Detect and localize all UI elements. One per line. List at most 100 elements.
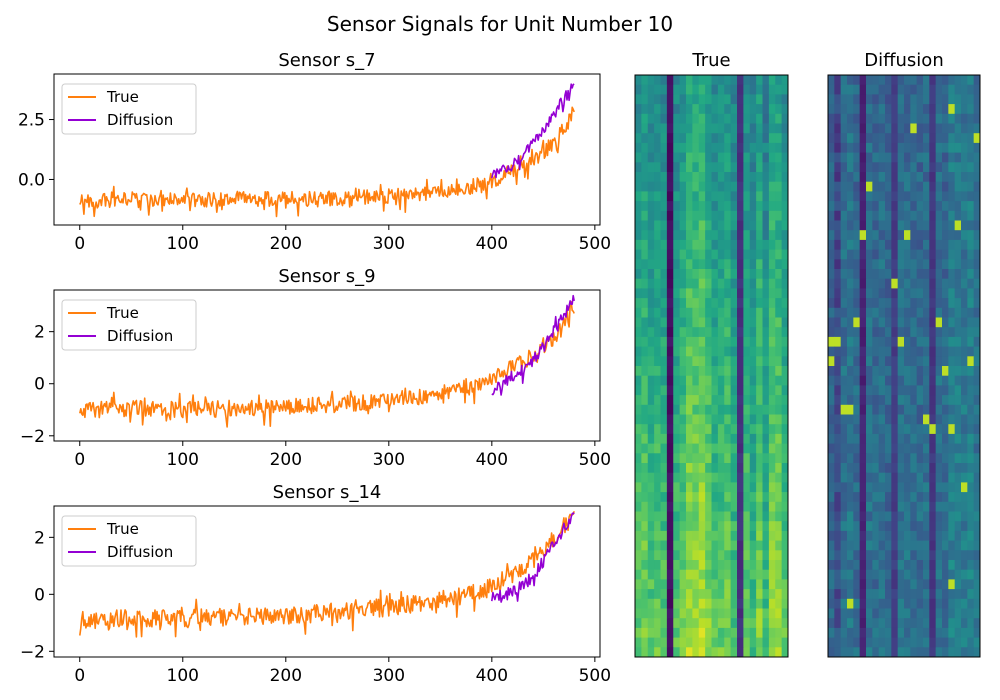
heatmap-cell	[692, 113, 700, 124]
heatmap-cell	[954, 366, 962, 377]
heatmap-cell	[730, 404, 738, 415]
heatmap-cell	[737, 210, 744, 221]
heatmap-cell	[910, 627, 918, 638]
heatmap-cell	[781, 191, 789, 202]
heatmap-cell	[866, 259, 873, 270]
heatmap-cell	[743, 113, 751, 124]
heatmap-cell	[686, 201, 693, 212]
heatmap-cell	[743, 579, 751, 590]
heatmap-cell	[756, 433, 763, 444]
heatmap-cell	[775, 404, 783, 415]
heatmap-cell	[853, 307, 861, 318]
heatmap-cell	[885, 366, 892, 377]
heatmap-cell	[967, 598, 975, 609]
heatmap-cell	[948, 385, 956, 396]
heatmap-cell	[942, 356, 949, 367]
heatmap-cell	[859, 579, 867, 590]
heatmap-cell	[711, 230, 719, 241]
heatmap-cell	[679, 230, 687, 241]
heatmap-cell	[910, 521, 918, 532]
heatmap-cell	[775, 249, 783, 260]
heatmap-cell	[897, 298, 905, 309]
heatmap-cell	[768, 433, 776, 444]
heatmap-cell	[885, 647, 892, 658]
heatmap-cell	[730, 239, 738, 250]
heatmap-cell	[973, 530, 981, 541]
heatmap-cell	[828, 433, 835, 444]
heatmap-cell	[840, 94, 848, 105]
heatmap-cell	[916, 104, 924, 115]
heatmap-cell	[973, 288, 981, 299]
heatmap-cell	[756, 492, 763, 503]
heatmap-cell	[775, 152, 783, 163]
heatmap-cell	[756, 210, 763, 221]
heatmap-cell	[647, 627, 655, 638]
heatmap-cell	[828, 104, 835, 115]
heatmap-cell	[872, 278, 880, 289]
heatmap-cell	[666, 210, 674, 221]
heatmap-cell	[762, 201, 770, 212]
heatmap-cell	[942, 113, 949, 124]
heatmap-cell	[916, 560, 924, 571]
heatmap-cell	[705, 579, 712, 590]
heatmap-cell	[948, 336, 956, 347]
heatmap-cell	[891, 249, 899, 260]
heatmap-cell	[961, 94, 968, 105]
heatmap-cell	[705, 492, 712, 503]
heatmap-cell	[692, 404, 700, 415]
heatmap-cell	[775, 181, 783, 192]
heatmap-cell	[916, 511, 924, 522]
heatmap-cell	[679, 521, 687, 532]
heatmap-cell	[641, 239, 649, 250]
heatmap-cell	[961, 346, 968, 357]
heatmap-cell	[781, 501, 789, 512]
heatmap-cell	[961, 414, 968, 425]
heatmap-cell	[756, 123, 763, 134]
heatmap-cell	[910, 647, 918, 658]
heatmap-cell	[834, 647, 842, 658]
heatmap-cell	[859, 627, 867, 638]
heatmap-cell	[781, 589, 789, 600]
heatmap-cell	[724, 75, 732, 86]
heatmap-cell	[711, 317, 719, 328]
heatmap-cell	[705, 84, 712, 95]
heatmap-cell	[891, 210, 899, 221]
heatmap-cell	[781, 75, 789, 86]
heatmap-cell	[730, 201, 738, 212]
heatmap-cell	[654, 142, 661, 153]
heatmap-cell	[666, 463, 674, 474]
heatmap-cell	[756, 375, 763, 386]
heatmap-cell	[891, 395, 899, 406]
heatmap-cell	[954, 191, 962, 202]
heatmap-cell	[698, 249, 706, 260]
heatmap-cell	[891, 540, 899, 551]
heatmap-cell	[840, 162, 848, 173]
heatmap-cell	[885, 104, 892, 115]
heatmap-cell	[686, 482, 693, 493]
heatmap-cell	[961, 172, 968, 183]
heatmap-cell	[654, 317, 661, 328]
heatmap-cell	[711, 443, 719, 454]
heatmap-cell	[730, 579, 738, 590]
heatmap-cell	[660, 404, 668, 415]
heatmap-cell	[666, 424, 674, 435]
heatmap-cell	[743, 560, 751, 571]
heatmap-cell	[891, 366, 899, 377]
heatmap-cell	[749, 618, 757, 629]
heatmap-cell	[929, 627, 937, 638]
heatmap-cell	[935, 608, 943, 619]
heatmap-cell	[859, 113, 867, 124]
heatmap-cell	[698, 133, 706, 144]
heatmap-cell	[872, 84, 880, 95]
heatmap-cell	[705, 298, 712, 309]
heatmap-cell	[840, 453, 848, 464]
heatmap-cell	[743, 482, 751, 493]
heatmap-cell	[866, 579, 873, 590]
heatmap-cell	[673, 560, 681, 571]
heatmap-cell	[923, 94, 930, 105]
heatmap-cell	[872, 598, 880, 609]
heatmap-cell	[872, 269, 880, 280]
heatmap-cell	[872, 346, 880, 357]
heatmap-cell	[923, 414, 930, 425]
heatmap-cell	[781, 472, 789, 483]
